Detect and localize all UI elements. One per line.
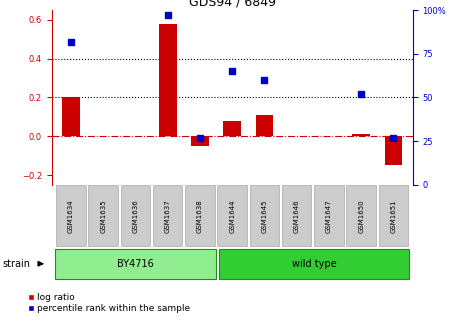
FancyBboxPatch shape [121, 185, 150, 246]
Bar [62, 97, 80, 136]
Legend: log ratio, percentile rank within the sample: log ratio, percentile rank within the sa… [28, 293, 190, 313]
FancyBboxPatch shape [346, 185, 376, 246]
Text: GSM1644: GSM1644 [229, 199, 235, 233]
Text: GSM1651: GSM1651 [390, 199, 396, 233]
Text: BY4716: BY4716 [117, 259, 154, 269]
Text: GSM1636: GSM1636 [132, 199, 138, 233]
Text: GSM1645: GSM1645 [261, 199, 267, 233]
Text: strain: strain [2, 259, 30, 269]
FancyBboxPatch shape [314, 185, 344, 246]
FancyBboxPatch shape [378, 185, 408, 246]
Text: GSM1638: GSM1638 [197, 199, 203, 233]
Text: GSM1646: GSM1646 [294, 199, 300, 233]
Text: GSM1635: GSM1635 [100, 199, 106, 233]
FancyBboxPatch shape [153, 185, 182, 246]
FancyBboxPatch shape [88, 185, 118, 246]
Text: GSM1634: GSM1634 [68, 199, 74, 233]
FancyBboxPatch shape [282, 185, 311, 246]
Bar [223, 121, 241, 136]
Bar [352, 134, 370, 136]
Bar [159, 24, 176, 136]
FancyBboxPatch shape [250, 185, 279, 246]
Text: GSM1650: GSM1650 [358, 199, 364, 233]
Bar [191, 136, 209, 146]
FancyBboxPatch shape [217, 185, 247, 246]
Text: GSM1637: GSM1637 [165, 199, 171, 233]
FancyBboxPatch shape [55, 249, 216, 279]
Text: GSM1647: GSM1647 [326, 199, 332, 233]
Bar [385, 136, 402, 165]
Title: GDS94 / 6849: GDS94 / 6849 [189, 0, 276, 9]
Bar [256, 115, 273, 136]
FancyBboxPatch shape [185, 185, 215, 246]
FancyBboxPatch shape [56, 185, 86, 246]
Text: wild type: wild type [292, 259, 337, 269]
FancyBboxPatch shape [219, 249, 409, 279]
